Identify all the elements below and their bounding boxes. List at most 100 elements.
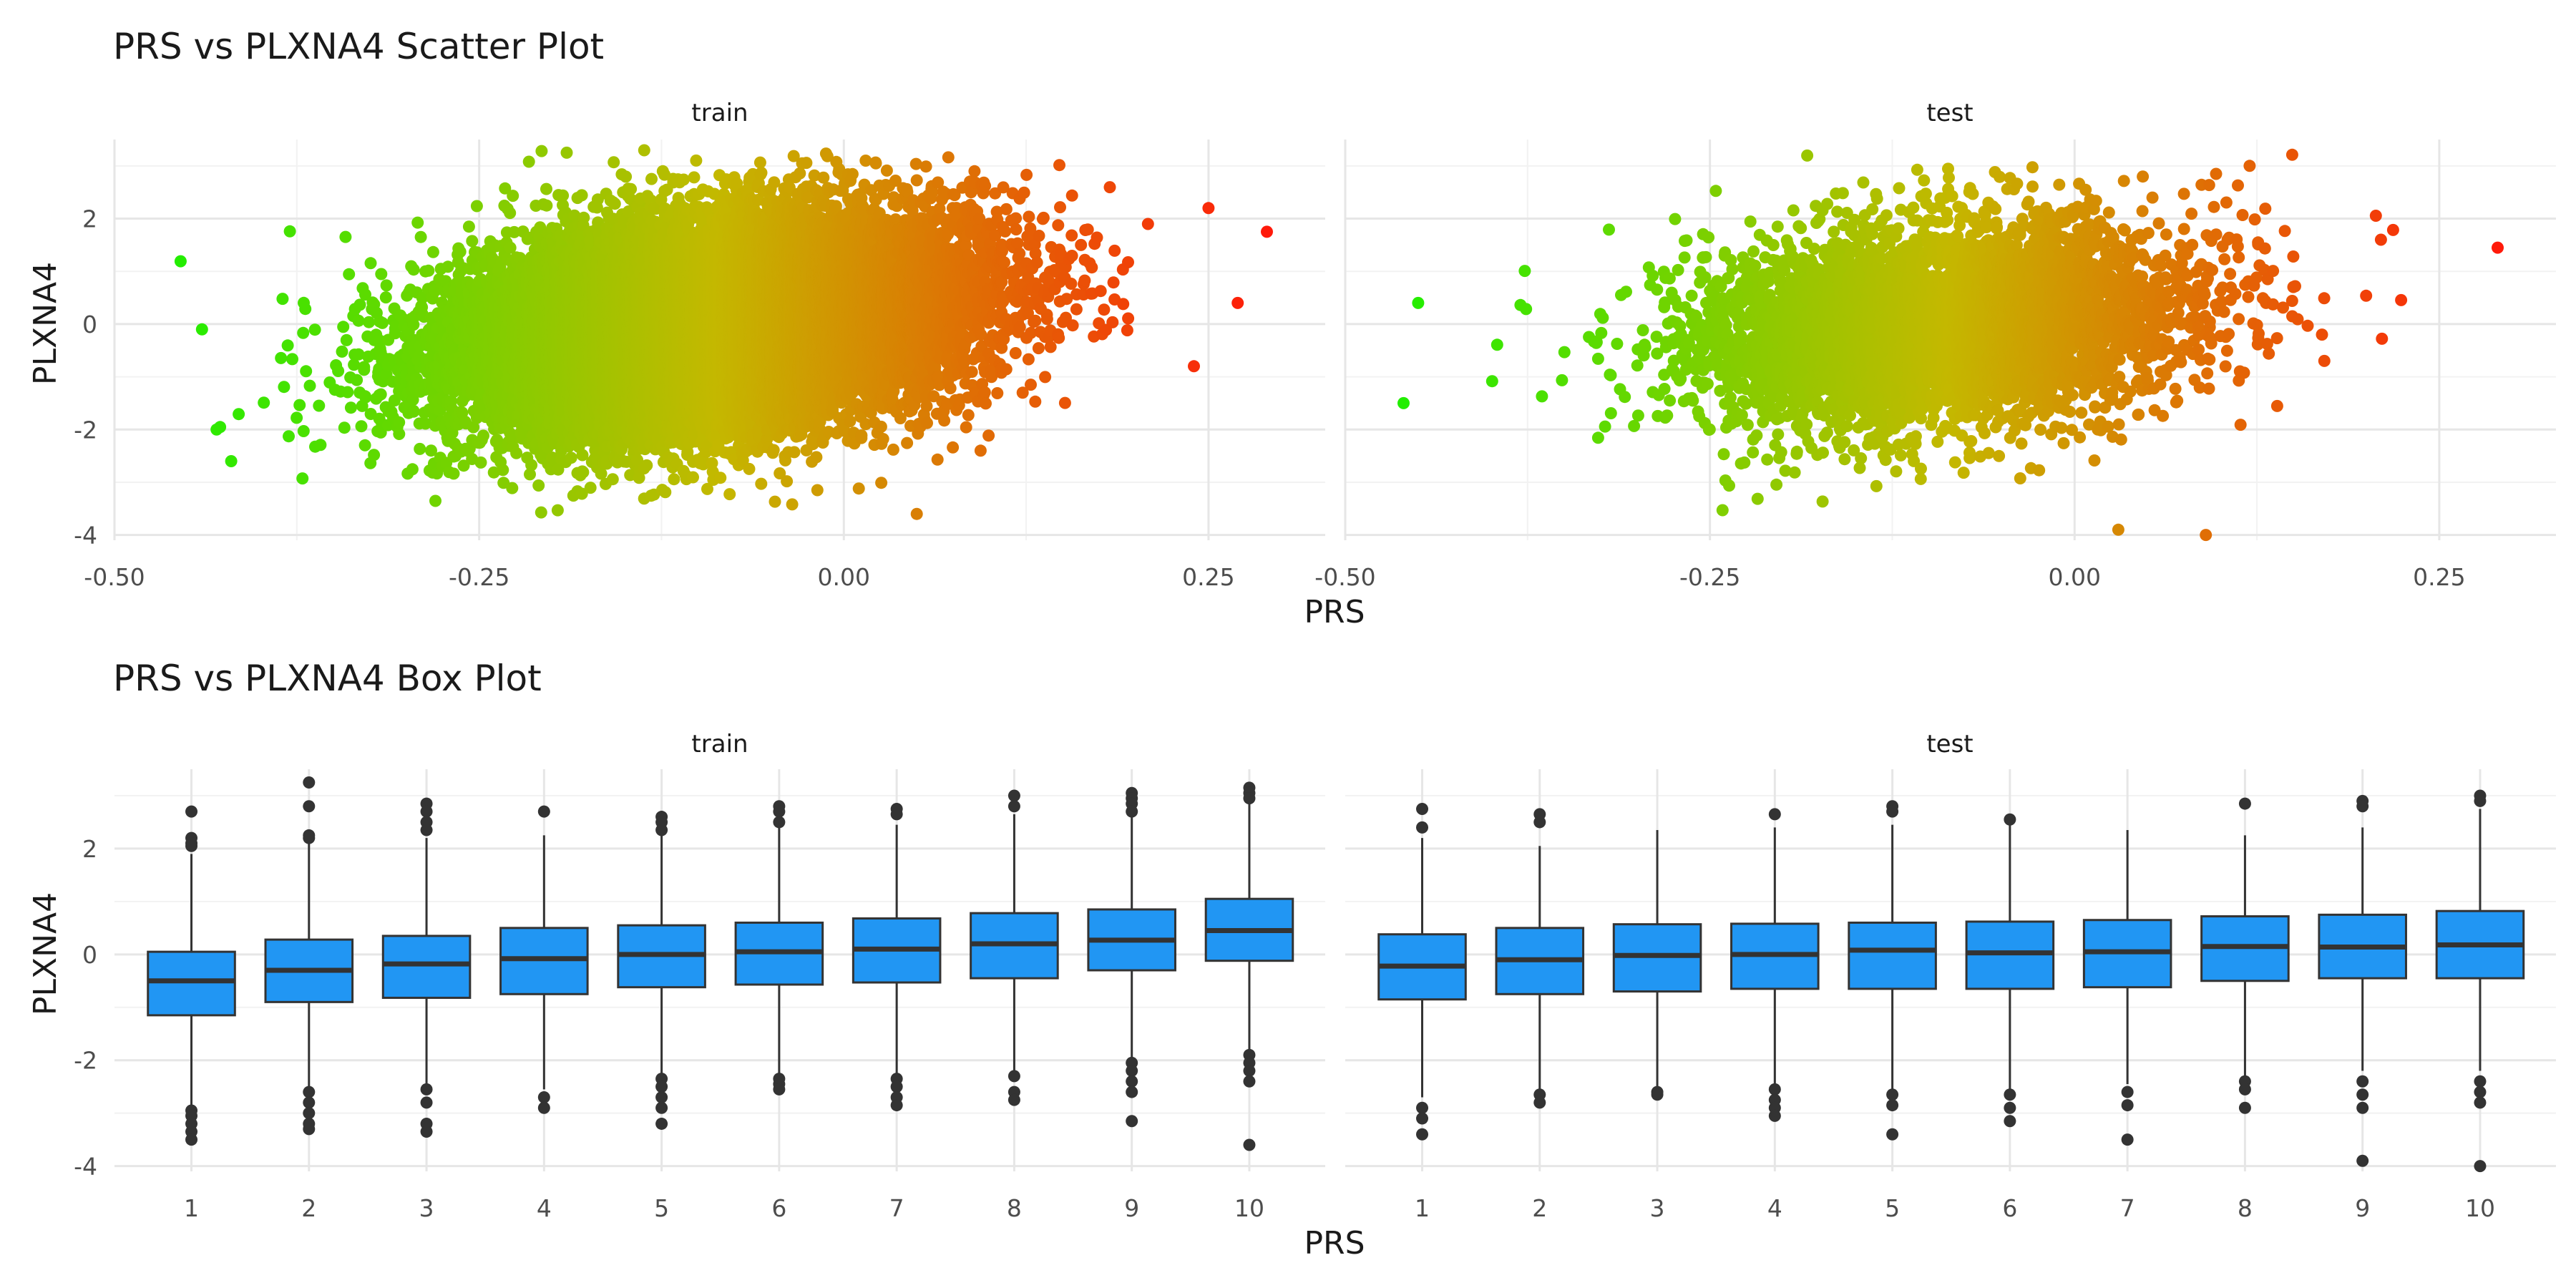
scatter-point [303,379,316,392]
scatter-point [462,220,475,233]
scatter-point [348,358,361,371]
scatter-point [283,225,296,238]
scatter-point [414,442,426,455]
scatter-point [457,459,470,472]
scatter-point [477,429,489,442]
scatter-point [506,482,519,494]
scatter-point [467,421,480,434]
scatter-point [332,365,345,377]
scatter-point [608,197,621,210]
scatter-title: PRS vs PLXNA4 Scatter Plot [113,26,604,67]
scatter-point [195,323,208,336]
scatter-point [393,428,406,440]
scatter-point [174,255,187,268]
scatter-point [299,303,312,316]
scatter-point [214,421,227,434]
scatter-point [419,417,431,430]
scatter-point [233,408,245,421]
scatter-point [379,291,392,304]
scatter-point [466,235,479,248]
scatter-point [557,189,570,202]
scatter-point [352,348,365,361]
scatter-point [313,399,326,412]
scatter-point [225,455,238,467]
scatter-point [510,447,523,459]
scatter-point [339,230,352,243]
scatter-point [291,411,303,424]
scatter-point [364,257,377,270]
scatter-point [406,463,419,476]
scatter-point [535,506,547,519]
scatter-point [337,321,350,333]
scatter-strip-test: test [1926,99,1973,127]
scatter-point [363,316,376,328]
scatter-point [359,391,372,404]
scatter-point [584,482,597,494]
scatter-point [286,353,298,366]
scatter-point [380,279,393,292]
scatter-point [504,207,517,220]
scatter-point [426,245,439,258]
scatter-point [416,291,429,304]
scatter-point [375,268,388,280]
scatter-point [560,146,573,159]
scatter-point [606,473,619,486]
scatter-point [374,388,387,401]
scatter-point [355,420,368,433]
scatter-point [353,298,366,311]
scatter-point [474,456,487,469]
scatter-point [575,189,588,202]
scatter-point [507,190,519,203]
scatter-point [422,264,435,277]
scatter-point [376,316,389,329]
scatter-point [470,200,483,213]
scatter-point [414,230,427,243]
scatter-point [532,479,545,492]
scatter-point [577,211,590,224]
scatter-strip-train: train [691,99,748,127]
scatter-point [522,155,535,168]
scatter-point [441,260,454,273]
scatter-point [308,323,321,336]
scatter-point [276,293,289,306]
scatter-point [577,466,590,479]
scatter-point [297,326,310,339]
scatter-point [258,396,270,409]
scatter-point [551,504,564,517]
scatter-point [388,394,401,407]
scatter-point [358,439,371,452]
scatter-point [336,345,348,358]
scatter-point [447,467,460,480]
scatter-point [351,374,364,386]
scatter-point [293,399,306,411]
scatter-point [454,245,467,258]
scatter-point [359,288,371,301]
scatter-point [407,263,420,276]
scatter-point [540,199,553,212]
scatter-point [535,145,548,157]
scatter-point [429,494,441,507]
scatter-point [296,472,309,485]
scatter-point [406,394,419,406]
scatter-point [338,421,351,434]
scatter-point [341,386,354,399]
scatter-point [608,156,620,169]
scatter-point [620,170,633,183]
scatter-point [343,268,356,280]
scatter-point [281,339,294,352]
scatter-point [344,401,357,414]
scatter-point [393,416,406,429]
scatter-point [497,464,509,477]
scatter-point [525,459,538,472]
scatter-point [411,216,424,229]
scatter-point [300,365,313,378]
scatter-point [407,405,420,418]
scatter-point [358,364,371,376]
scatter-point [540,182,552,195]
scatter-point [352,314,365,327]
scatter-point [425,444,437,457]
scatter-point [275,351,288,364]
scatter-point [283,430,295,443]
